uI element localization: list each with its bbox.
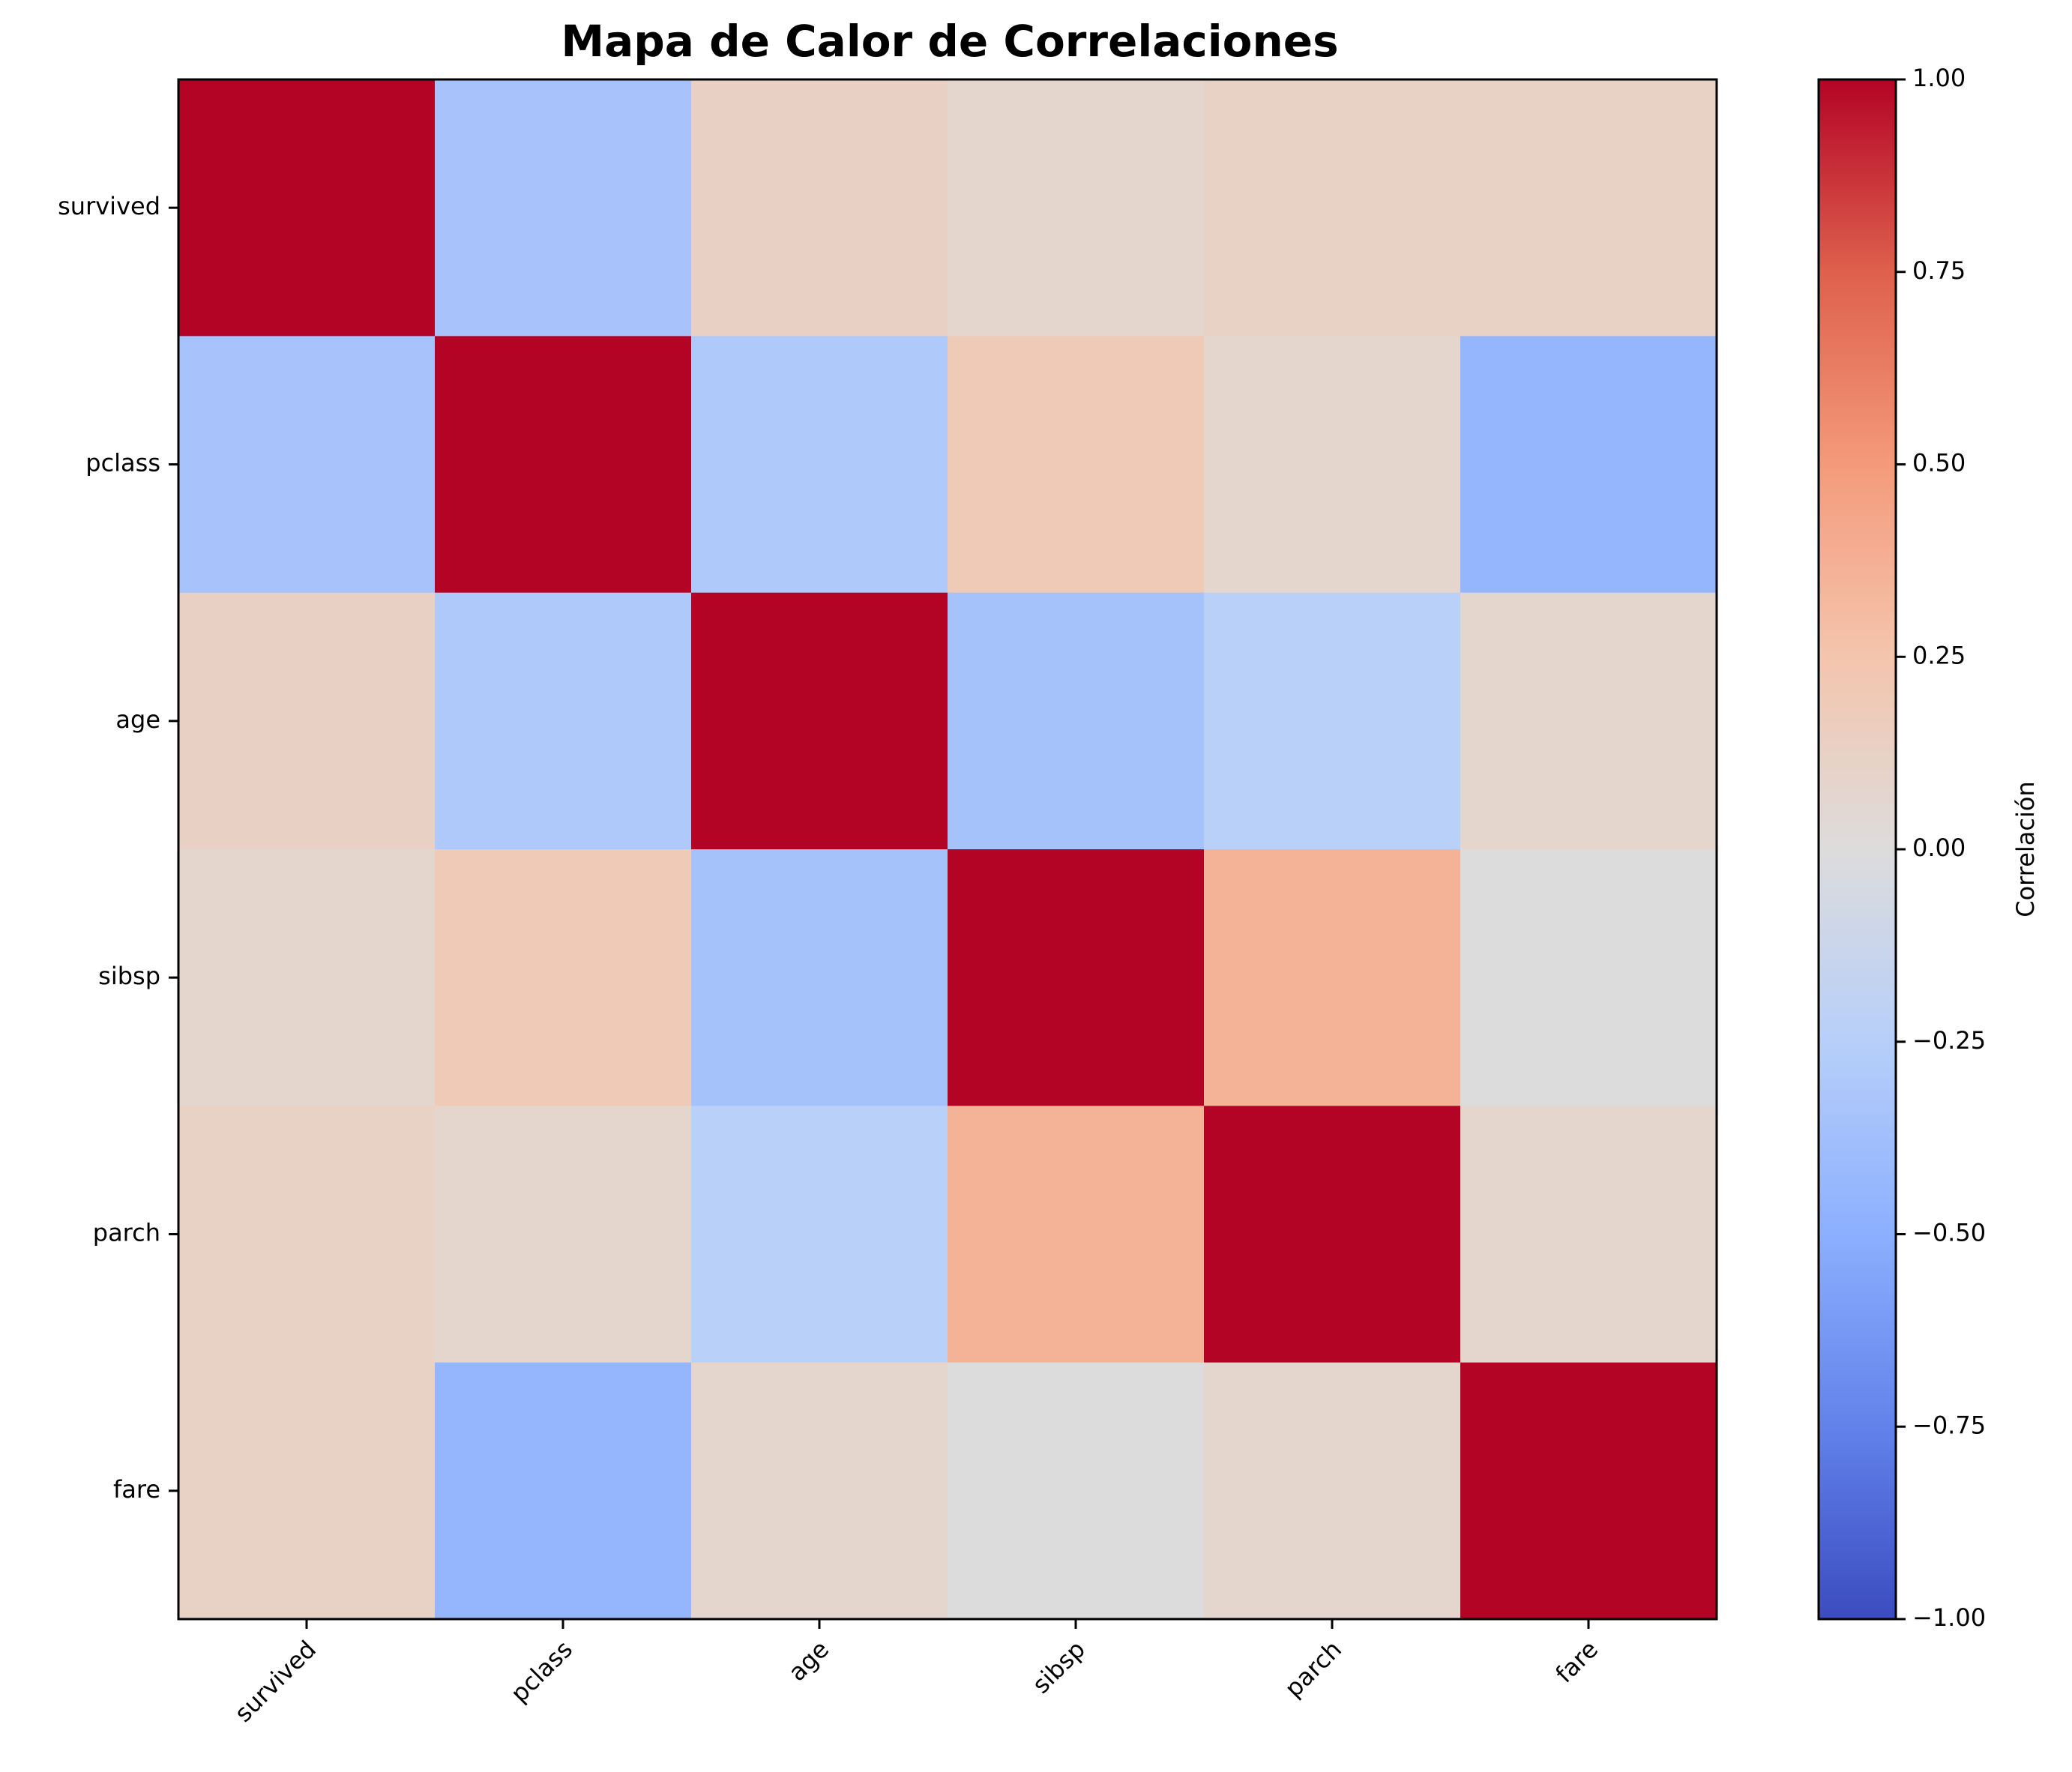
x-tick-label: parch [1279,1635,1347,1703]
heatmap-cell-pclass-survived [178,336,436,594]
heatmap-cell-survived-parch [1204,79,1461,337]
x-tick-label: survived [229,1635,322,1728]
y-tick-label: fare [113,1475,160,1504]
heatmap-cell-survived-survived [178,79,436,337]
heatmap-cell-pclass-sibsp [948,336,1205,594]
colorbar-label: Correlación [2011,781,2040,917]
heatmap-cell-age-pclass [435,592,692,850]
colorbar-tick-label: −0.50 [1912,1219,1986,1247]
heatmap-cell-pclass-fare [1460,336,1717,594]
heatmap-cell-survived-age [691,79,948,337]
heatmap-cell-parch-age [691,1106,948,1363]
colorbar-tick-label: −0.75 [1912,1411,1986,1439]
heatmap-cell-fare-sibsp [948,1362,1205,1620]
heatmap-cell-age-survived [178,592,436,850]
heatmap-cell-fare-parch [1204,1362,1461,1620]
y-axis-ticks: survived pclass age sibsp parch fare [58,192,178,1504]
y-tick-label: sibsp [98,962,160,990]
heatmap-cell-pclass-pclass [435,336,692,594]
y-tick-label: age [115,705,160,734]
heatmap-cell-pclass-age [691,336,948,594]
colorbar-tick-label: 1.00 [1912,64,1966,92]
heatmap-cell-age-age [691,592,948,850]
heatmap-cell-fare-fare [1460,1362,1717,1620]
heatmap-cell-fare-pclass [435,1362,692,1620]
x-tick-label: fare [1550,1635,1603,1688]
heatmap-cells [178,79,1717,1620]
plot-frame [177,78,1718,1621]
colorbar-ticks: −1.00 −0.75 −0.50 −0.25 0.00 0.25 0.50 0.75 1.00 [1896,64,1986,1632]
chart-title: Mapa de Calor de Correlaciones [561,16,1338,67]
colorbar-tick-label: 0.50 [1912,449,1966,477]
heatmap-cell-sibsp-sibsp [948,849,1205,1106]
heatmap-cell-pclass-parch [1204,336,1461,594]
heatmap-cell-parch-pclass [435,1106,692,1363]
heatmap-cell-sibsp-survived [178,849,436,1106]
heatmap-cell-age-fare [1460,592,1717,850]
colorbar-tick-label: 0.00 [1912,834,1966,862]
y-tick-label: pclass [85,449,160,477]
heatmap-cell-survived-pclass [435,79,692,337]
colorbar-tick-label: −1.00 [1912,1603,1986,1632]
colorbar-tick-label: 0.25 [1912,641,1966,669]
heatmap-cell-age-sibsp [948,592,1205,850]
heatmap-cell-parch-sibsp [948,1106,1205,1363]
heatmap-cell-parch-parch [1204,1106,1461,1363]
heatmap-cell-age-parch [1204,592,1461,850]
heatmap-cell-parch-survived [178,1106,436,1363]
y-tick-label: survived [58,192,160,220]
colorbar-tick-label: −0.25 [1912,1026,1986,1055]
heatmap-cell-survived-sibsp [948,79,1205,337]
heatmap-cell-survived-fare [1460,79,1717,337]
heatmap-cell-parch-fare [1460,1106,1717,1363]
heatmap-cell-sibsp-pclass [435,849,692,1106]
x-tick-label: pclass [505,1635,578,1708]
x-tick-label: sibsp [1027,1635,1091,1699]
x-tick-label: age [783,1635,834,1687]
heatmap-cell-sibsp-parch [1204,849,1461,1106]
y-tick-label: parch [93,1219,160,1247]
heatmap-cell-fare-survived [178,1362,436,1620]
heatmap-cell-sibsp-age [691,849,948,1106]
heatmap-cell-sibsp-fare [1460,849,1717,1106]
heatmap-cell-fare-age [691,1362,948,1620]
x-axis-ticks: survived pclass age sibsp parch fare [229,1619,1603,1728]
colorbar-tick-label: 0.75 [1912,256,1966,285]
colorbar [1817,78,1897,1621]
